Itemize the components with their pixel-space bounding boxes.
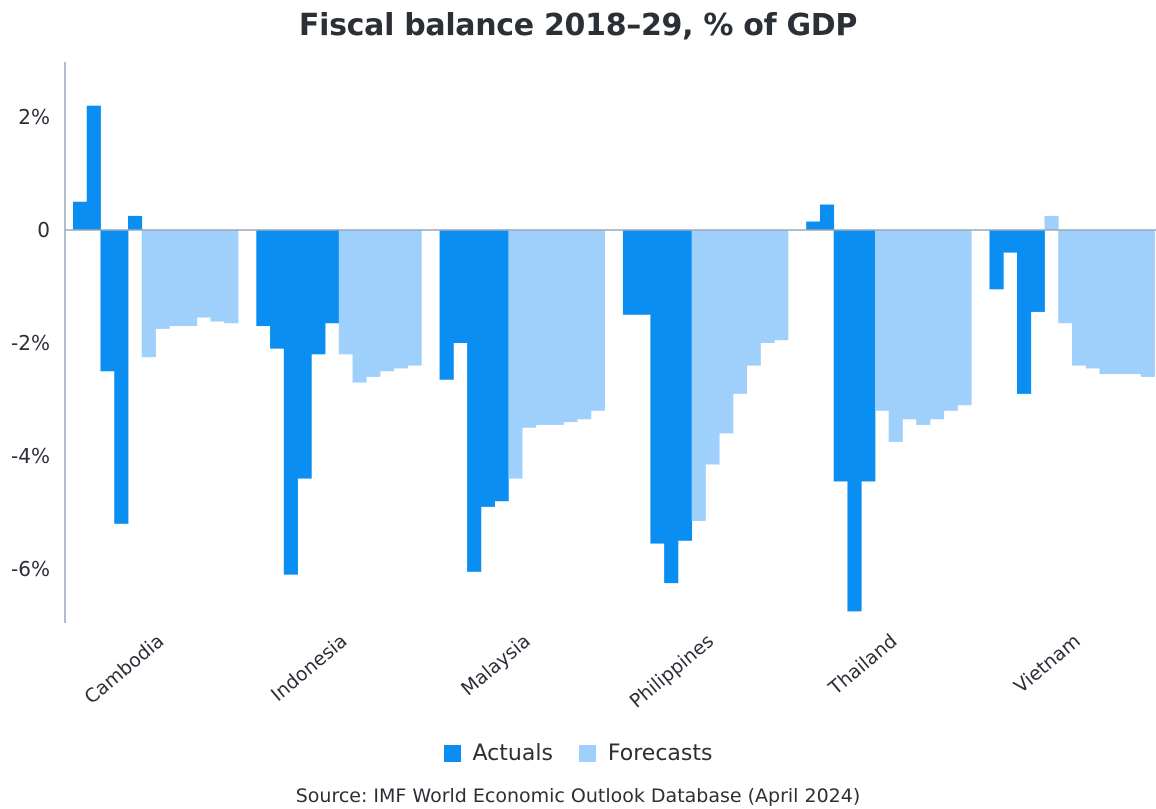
legend-label-forecasts: Forecasts [607, 741, 713, 766]
x-category-label-philippines: Philippines [626, 630, 719, 713]
bar-malaysia-2027-forecast [563, 230, 578, 423]
bar-vietnam-2025-forecast [1085, 230, 1100, 369]
bar-thailand-2018-actual [806, 221, 821, 230]
bar-thailand-2024-forecast [888, 230, 903, 442]
bar-malaysia-2019-actual [453, 230, 468, 343]
x-category-label-thailand: Thailand [824, 630, 901, 700]
legend-item-actuals: Actuals [443, 741, 553, 766]
legend-swatch-forecasts [578, 745, 596, 762]
bar-cambodia-2021-actual [114, 230, 129, 524]
bar-philippines-2026-forecast [732, 230, 748, 394]
bar-thailand-2020-actual [833, 230, 848, 482]
bar-thailand-2022-actual [861, 230, 876, 482]
bar-vietnam-2022-forecast [1044, 215, 1059, 231]
bar-philippines-2022-actual [677, 230, 693, 541]
bar-malaysia-2029-forecast [590, 230, 605, 411]
bar-vietnam-2024-forecast [1072, 230, 1087, 366]
bar-cambodia-2023-forecast [141, 230, 156, 358]
bar-malaysia-2018-actual [439, 230, 454, 380]
bar-vietnam-2018-actual [989, 230, 1004, 290]
bar-philippines-2027-forecast [746, 230, 761, 366]
y-tick-label: 0 [37, 218, 50, 242]
bar-philippines-2029-forecast [774, 230, 789, 341]
bar-indonesia-2018-actual [256, 230, 271, 327]
bar-thailand-2029-forecast [957, 230, 972, 406]
bar-cambodia-2026-forecast [183, 230, 198, 327]
legend-swatch-actuals [443, 745, 461, 762]
bar-indonesia-2025-forecast [352, 230, 367, 383]
x-category-label-vietnam: Vietnam [1010, 630, 1085, 698]
bar-malaysia-2026-forecast [549, 230, 564, 425]
bar-vietnam-2019-actual [1003, 230, 1018, 253]
chart-title: Fiscal balance 2018–29, % of GDP [298, 8, 858, 43]
y-tick-label: 2% [18, 105, 50, 129]
bar-indonesia-2021-actual [297, 230, 312, 479]
bar-malaysia-2022-actual [494, 230, 509, 502]
source-note: Source: IMF World Economic Outlook Datab… [295, 785, 861, 807]
bar-vietnam-2027-forecast [1113, 230, 1128, 375]
bar-malaysia-2028-forecast [577, 230, 592, 420]
bar-indonesia-2029-forecast [407, 230, 422, 366]
bar-vietnam-2021-actual [1030, 230, 1045, 312]
bar-philippines-2028-forecast [760, 230, 775, 343]
bar-vietnam-2020-actual [1017, 230, 1032, 394]
bar-cambodia-2024-forecast [155, 230, 170, 329]
bar-thailand-2021-actual [847, 230, 862, 612]
x-category-label-indonesia: Indonesia [267, 630, 352, 706]
bar-philippines-2021-actual [664, 230, 679, 584]
y-tick-label: -6% [11, 557, 50, 581]
bar-cambodia-2027-forecast [196, 230, 211, 318]
bar-cambodia-2028-forecast [210, 230, 225, 322]
bar-vietnam-2029-forecast [1140, 230, 1155, 377]
bar-thailand-2023-forecast [874, 230, 890, 411]
bar-indonesia-2022-actual [311, 230, 326, 355]
bar-indonesia-2023-actual [325, 230, 340, 324]
bar-thailand-2025-forecast [902, 230, 917, 420]
bar-indonesia-2028-forecast [393, 230, 408, 369]
bar-indonesia-2024-forecast [338, 230, 353, 355]
x-category-label-malaysia: Malaysia [457, 630, 535, 700]
bar-indonesia-2020-actual [283, 230, 298, 575]
bar-cambodia-2019-actual [86, 105, 101, 230]
bar-malaysia-2025-forecast [535, 230, 550, 425]
legend: Actuals Forecasts [0, 741, 1156, 766]
bar-thailand-2019-actual [819, 204, 835, 230]
bar-philippines-2018-actual [622, 230, 638, 315]
bar-thailand-2028-forecast [943, 230, 958, 411]
y-tick-label: -4% [11, 444, 50, 468]
x-category-label-cambodia: Cambodia [80, 630, 168, 709]
legend-label-actuals: Actuals [472, 741, 553, 766]
bar-cambodia-2022-actual [128, 215, 143, 231]
bar-malaysia-2023-forecast [508, 230, 523, 479]
bar-thailand-2027-forecast [929, 230, 945, 420]
bar-cambodia-2029-forecast [224, 230, 239, 324]
bar-malaysia-2020-actual [467, 230, 482, 572]
bar-vietnam-2023-forecast [1058, 230, 1073, 324]
bar-philippines-2024-forecast [705, 230, 720, 465]
bar-philippines-2020-actual [650, 230, 665, 544]
bar-indonesia-2026-forecast [366, 230, 381, 377]
bar-vietnam-2028-forecast [1127, 230, 1142, 375]
legend-item-forecasts: Forecasts [578, 741, 713, 766]
x-axis-category-labels: Cambodia Indonesia Malaysia Philippines Thai… [80, 630, 1084, 713]
bar-philippines-2019-actual [636, 230, 651, 315]
bar-malaysia-2021-actual [480, 230, 495, 507]
y-axis-ticks: 2% 0 -2% -4% -6% [11, 105, 50, 581]
bars-layer [73, 105, 1155, 612]
bar-thailand-2026-forecast [916, 230, 931, 425]
y-tick-label: -2% [11, 331, 50, 355]
bar-indonesia-2027-forecast [380, 230, 395, 372]
bar-cambodia-2018-actual [73, 201, 88, 230]
bar-philippines-2023-forecast [691, 230, 706, 521]
bar-cambodia-2025-forecast [169, 230, 184, 327]
bar-vietnam-2026-forecast [1099, 230, 1114, 375]
bar-cambodia-2020-actual [100, 230, 115, 372]
bar-malaysia-2024-forecast [522, 230, 537, 428]
bar-indonesia-2019-actual [270, 230, 285, 349]
bar-philippines-2025-forecast [719, 230, 734, 434]
